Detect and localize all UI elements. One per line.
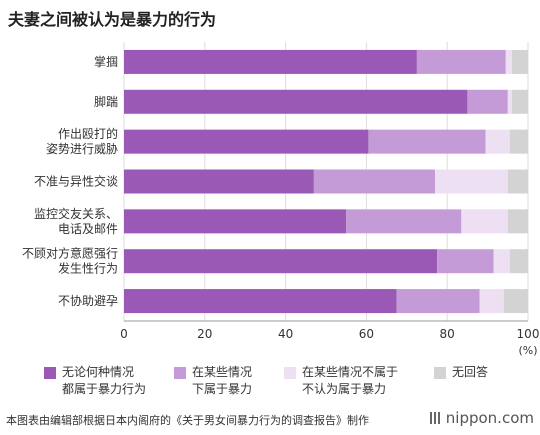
bar-segment: [509, 249, 528, 274]
nippon-logo-icon: [429, 412, 441, 424]
bar-segment: [493, 249, 510, 274]
bar-segment: [313, 169, 436, 194]
legend-item: 无回答: [434, 364, 488, 381]
legend-item: 在某些情况不属于 不认为属于暴力: [284, 364, 398, 398]
bar-segment: [124, 169, 314, 194]
category-label-line: 不准与异性交谈: [34, 174, 118, 189]
category-label-line: 不顾对方意愿强行: [22, 246, 118, 261]
x-tick-label: 60: [359, 327, 374, 341]
category-label: 监控交友关系、电话及邮件: [34, 206, 118, 236]
legend-label: 无论何种情况 都属于暴力行为: [62, 365, 147, 396]
bar-segment: [503, 289, 528, 314]
x-tick-label: 80: [440, 327, 455, 341]
bar-segment: [416, 49, 506, 74]
legend-label: 无回答: [452, 365, 489, 379]
bar-segment: [435, 169, 508, 194]
bar-segment: [507, 209, 528, 234]
category-label-line: 发生性行为: [58, 261, 118, 276]
category-label-line: 作出殴打的: [58, 126, 118, 141]
bar-segment: [507, 169, 528, 194]
bar-segment: [507, 89, 512, 114]
bar-segment: [505, 49, 512, 74]
bar-segment: [124, 209, 347, 234]
category-label: 不协助避孕: [58, 293, 118, 308]
bar-segment: [479, 289, 504, 314]
bar-chart: 掌掴脚踹作出殴打的姿势进行威胁不准与异性交谈监控交友关系、电话及邮件不顾对方意愿…: [22, 42, 540, 357]
category-label: 作出殴打的姿势进行威胁: [46, 126, 118, 156]
bar-segment: [368, 129, 486, 154]
x-tick-label: 100: [517, 327, 540, 341]
bar-segment: [485, 129, 510, 154]
legend-swatch: [434, 367, 446, 379]
bar-segment: [467, 89, 508, 114]
bar-segment: [511, 89, 528, 114]
bar-segment: [124, 129, 369, 154]
x-tick-label: 0: [120, 327, 128, 341]
category-label: 不准与异性交谈: [34, 174, 118, 189]
brand-logo: nippon.com: [429, 409, 534, 427]
category-label: 掌掴: [94, 55, 118, 69]
category-label-line: 监控交友关系、: [34, 206, 118, 221]
brand-name: nippon.com: [445, 409, 534, 427]
legend-label: 在某些情况不属于 不认为属于暴力: [302, 365, 399, 396]
chart-title: 夫妻之间被认为是暴力的行为: [8, 10, 217, 29]
legend-item: 无论何种情况 都属于暴力行为: [44, 364, 146, 398]
category-label-line: 不协助避孕: [58, 293, 118, 308]
bar-segment: [346, 209, 462, 234]
category-label-line: 姿势进行威胁: [46, 141, 118, 156]
bar-segment: [124, 289, 397, 314]
bar-segment: [437, 249, 494, 274]
category-label-line: 脚踹: [94, 94, 118, 109]
bar-segment: [511, 49, 528, 74]
legend-swatch: [284, 367, 296, 379]
bar-segment: [509, 129, 528, 154]
x-tick-label: 20: [197, 327, 212, 341]
bar-segment: [124, 249, 438, 274]
x-tick-label: 40: [278, 327, 293, 341]
legend-label: 在某些情况 下属于暴力: [192, 365, 253, 396]
bar-segment: [396, 289, 480, 314]
chart-legend: 无论何种情况 都属于暴力行为 在某些情况 下属于暴力 在某些情况不属于 不认为属于暴…: [44, 364, 534, 404]
bar-segment: [124, 49, 417, 74]
x-unit-label: (%): [518, 344, 537, 357]
category-label: 脚踹: [94, 94, 118, 109]
legend-swatch: [174, 367, 186, 379]
category-label-line: 掌掴: [94, 55, 118, 69]
source-note: 本图表由编辑部根据日本内阁府的《关于男女间暴力行为的调查报告》制作: [6, 414, 369, 427]
category-label: 不顾对方意愿强行发生性行为: [22, 246, 118, 276]
legend-swatch: [44, 367, 56, 379]
bar-segment: [461, 209, 508, 234]
legend-item: 在某些情况 下属于暴力: [174, 364, 252, 398]
bar-segment: [124, 89, 468, 114]
category-label-line: 电话及邮件: [58, 222, 118, 236]
